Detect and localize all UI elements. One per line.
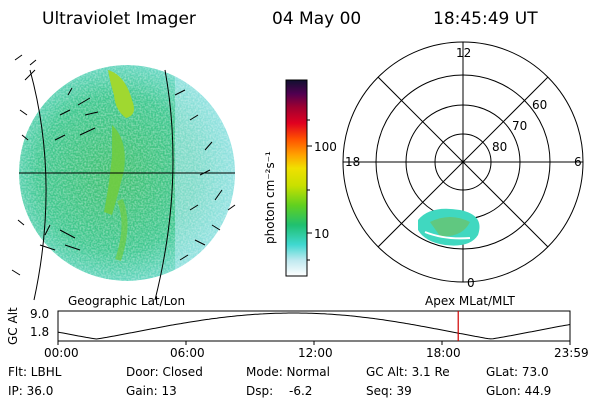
altitude-ylabel: GC Alt xyxy=(6,307,20,345)
mlt-6-label: 6 xyxy=(574,155,582,169)
info-mode: Mode: Normal xyxy=(246,365,330,379)
polar-auroral-oval xyxy=(418,208,480,246)
xtick-0: 00:00 xyxy=(44,346,79,360)
colorbar-tick-100: 100 xyxy=(314,140,337,154)
info-glon: GLon: 44.9 xyxy=(486,384,552,398)
date-label: 04 May 00 xyxy=(272,9,362,29)
info-gain: Gain: 13 xyxy=(126,384,177,398)
altitude-plot xyxy=(57,310,571,345)
altitude-ytick-bottom: 1.8 xyxy=(30,325,50,339)
altitude-ytick-top: 9.0 xyxy=(30,307,50,321)
colorbar-unit-label: photon cm⁻²s⁻¹ xyxy=(263,151,277,244)
apex-label: Apex MLat/MLT xyxy=(425,294,515,308)
xtick-2: 12:00 xyxy=(298,346,333,360)
xtick-4: 23:59 xyxy=(554,346,589,360)
xtick-3: 18:00 xyxy=(426,346,461,360)
info-glat: GLat: 73.0 xyxy=(486,365,549,379)
info-dsp-value: -6.2 xyxy=(289,384,313,398)
time-label: 18:45:49 UT xyxy=(433,9,538,29)
polar-plot xyxy=(342,41,584,283)
uv-image-disk xyxy=(19,65,235,281)
lat-80-label: 80 xyxy=(492,140,508,154)
mlt-0-label: 0 xyxy=(467,276,475,290)
info-dsp-label: Dsp: xyxy=(246,384,274,398)
info-gcalt: GC Alt: 3.1 Re xyxy=(366,365,450,379)
instrument-title: Ultraviolet Imager xyxy=(42,9,196,29)
info-ip: IP: 36.0 xyxy=(8,384,54,398)
colorbar xyxy=(285,79,312,277)
lat-70-label: 70 xyxy=(512,119,528,133)
lat-60-label: 60 xyxy=(532,98,548,112)
info-door: Door: Closed xyxy=(126,365,203,379)
geographic-label: Geographic Lat/Lon xyxy=(68,294,186,308)
info-flt: Flt: LBHL xyxy=(8,365,62,379)
info-seq: Seq: 39 xyxy=(366,384,412,398)
xtick-1: 06:00 xyxy=(170,346,205,360)
geo-grid xyxy=(11,54,236,301)
mlt-12-label: 12 xyxy=(456,46,472,60)
colorbar-tick-10: 10 xyxy=(314,227,330,241)
mlt-18-label: 18 xyxy=(345,155,361,169)
